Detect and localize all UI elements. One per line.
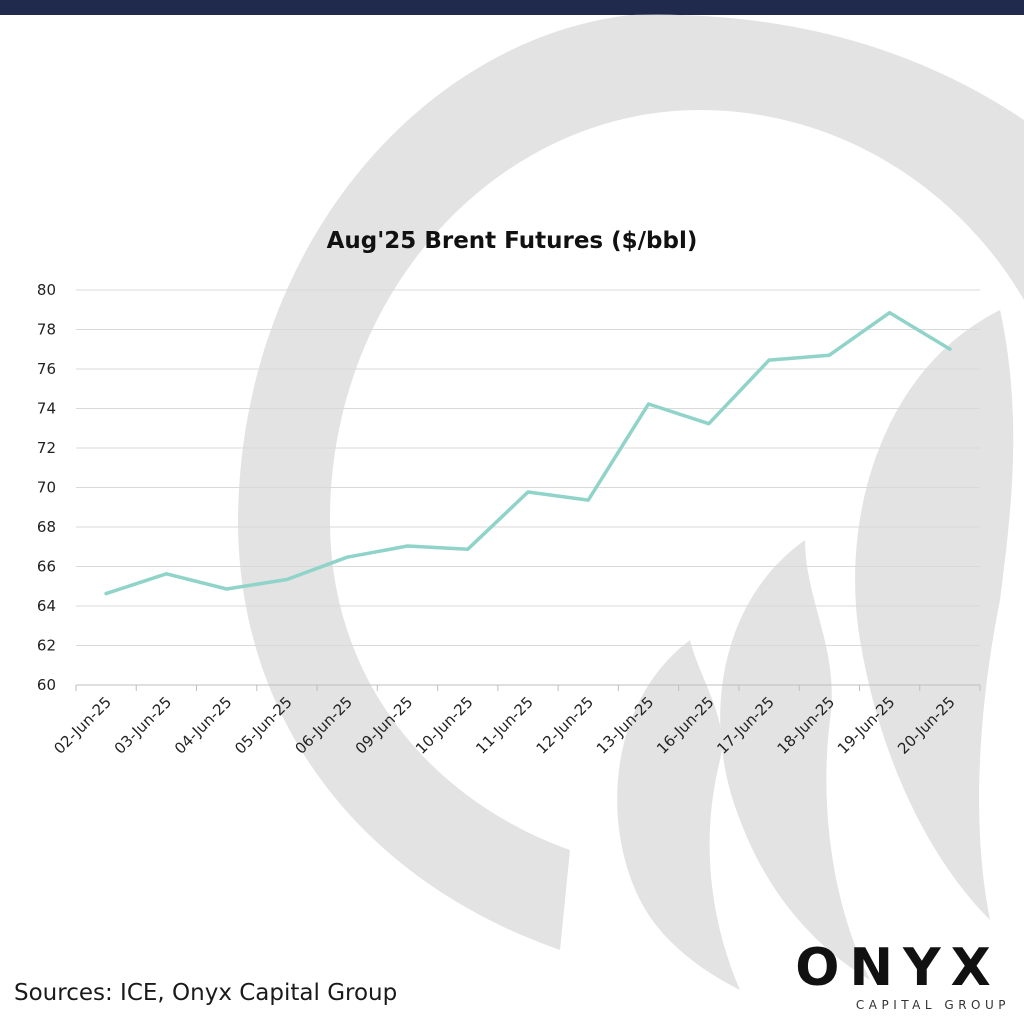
gridlines xyxy=(76,289,980,686)
x-tick-label: 02-Jun-25 xyxy=(50,693,115,758)
data-point xyxy=(948,347,952,351)
x-tick-label: 10-Jun-25 xyxy=(412,693,477,758)
y-tick-label: 70 xyxy=(37,479,56,497)
y-tick-label: 78 xyxy=(37,321,56,339)
x-tick-label: 16-Jun-25 xyxy=(653,693,718,758)
data-point xyxy=(164,572,168,576)
data-point xyxy=(526,490,530,494)
x-tick-label: 12-Jun-25 xyxy=(533,693,598,758)
x-tick-label: 20-Jun-25 xyxy=(894,693,959,758)
data-point xyxy=(586,498,590,502)
data-point xyxy=(345,555,349,559)
data-point xyxy=(707,422,711,426)
y-tick-label: 66 xyxy=(37,558,56,576)
x-tick-label: 09-Jun-25 xyxy=(352,693,417,758)
x-axis: 02-Jun-2503-Jun-2504-Jun-2505-Jun-2506-J… xyxy=(50,685,981,758)
y-axis-labels: 60 62 64 66 68 70 72 74 76 78 80 xyxy=(37,281,56,694)
data-point xyxy=(466,547,470,551)
y-tick-label: 72 xyxy=(37,439,56,457)
top-bar xyxy=(0,0,1024,15)
data-point xyxy=(827,353,831,357)
x-tick-label: 04-Jun-25 xyxy=(171,693,236,758)
x-tick-label: 13-Jun-25 xyxy=(593,693,658,758)
series-line xyxy=(104,310,952,596)
x-tick-label: 03-Jun-25 xyxy=(111,693,176,758)
x-tick-label: 17-Jun-25 xyxy=(713,693,778,758)
x-tick-label: 19-Jun-25 xyxy=(834,693,899,758)
data-point xyxy=(225,587,229,591)
x-tick-label: 11-Jun-25 xyxy=(472,693,537,758)
y-tick-label: 76 xyxy=(37,360,56,378)
data-point xyxy=(888,311,892,315)
logo-wordmark: ONYX xyxy=(795,938,1001,998)
y-tick-label: 74 xyxy=(37,400,56,418)
x-tick-label: 05-Jun-25 xyxy=(231,693,296,758)
data-point xyxy=(405,544,409,548)
y-tick-label: 68 xyxy=(37,518,56,536)
chart-title: Aug'25 Brent Futures ($/bbl) xyxy=(326,228,698,254)
data-point xyxy=(104,592,108,596)
logo-subtitle: CAPITAL GROUP xyxy=(855,998,1010,1012)
onyx-logo: ONYX CAPITAL GROUP xyxy=(786,938,1010,1018)
x-tick-label: 18-Jun-25 xyxy=(774,693,839,758)
sources-note: Sources: ICE, Onyx Capital Group xyxy=(14,980,398,1006)
y-tick-label: 60 xyxy=(37,676,56,694)
series-line xyxy=(104,310,952,596)
data-point xyxy=(285,578,289,582)
data-point xyxy=(647,402,651,406)
x-tick-label: 06-Jun-25 xyxy=(291,693,356,758)
y-tick-label: 64 xyxy=(37,597,56,615)
y-tick-label: 80 xyxy=(37,281,56,299)
data-point xyxy=(767,358,771,362)
y-tick-label: 62 xyxy=(37,637,56,655)
